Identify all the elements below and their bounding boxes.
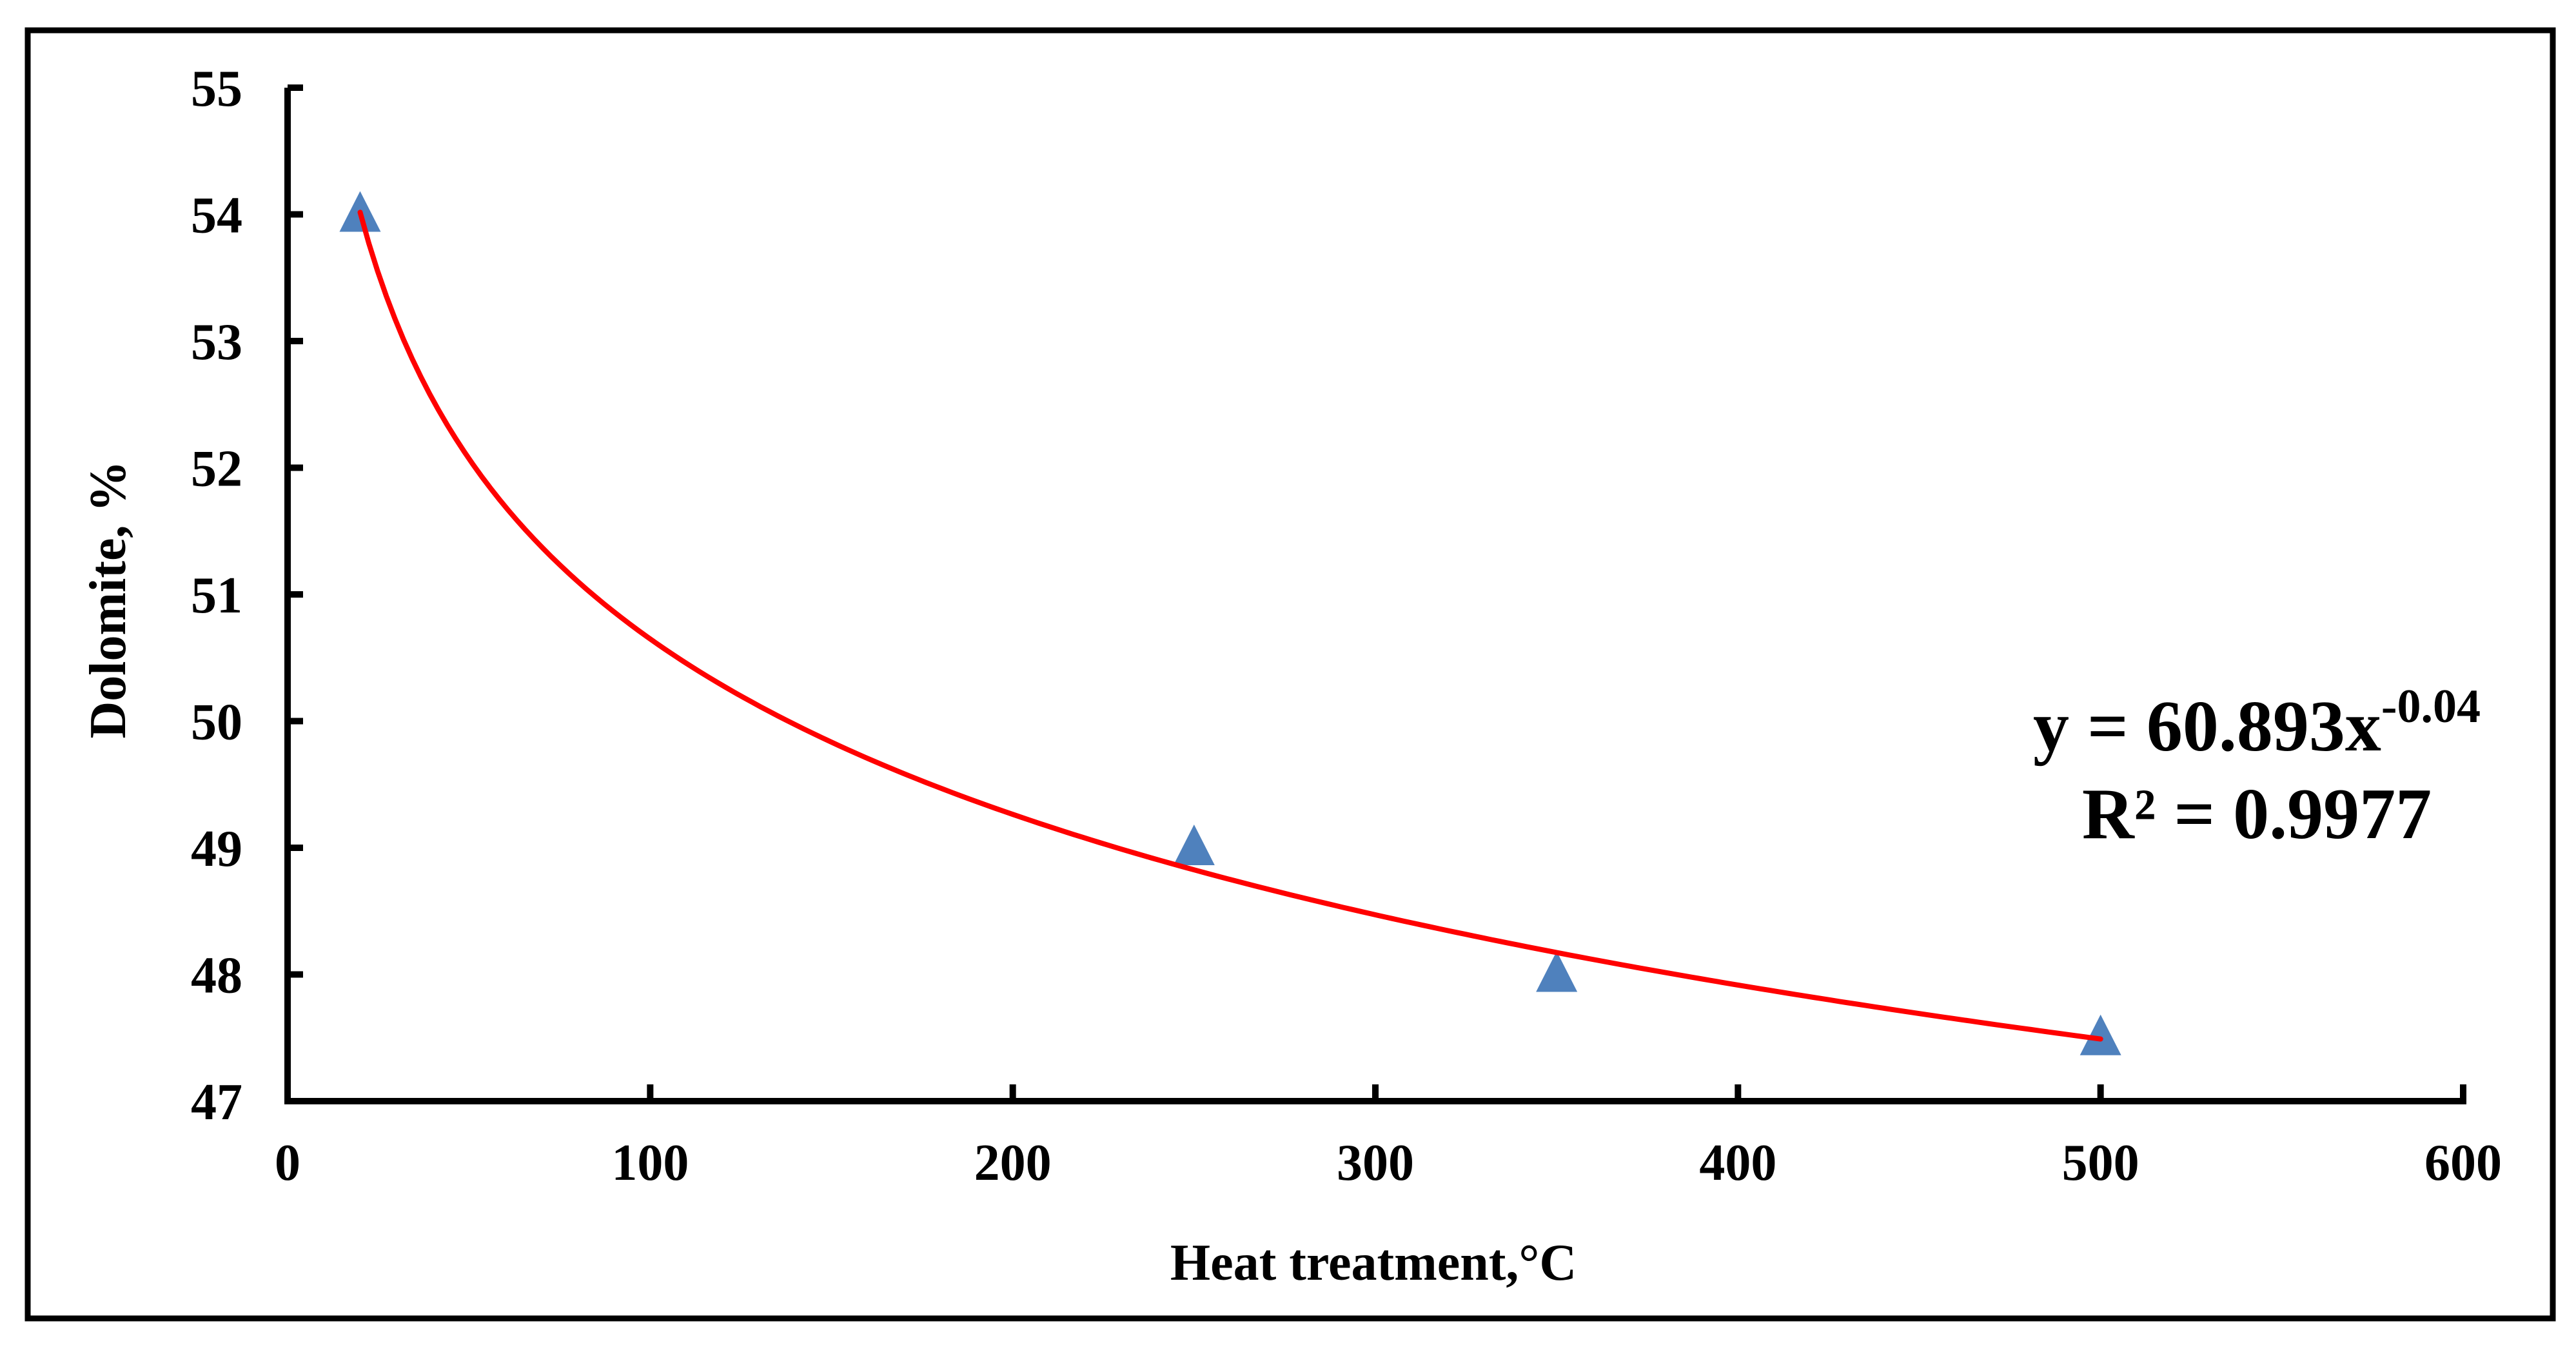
y-tick-label: 48 bbox=[191, 948, 242, 1004]
axes bbox=[284, 84, 2466, 1104]
tick-labels: 47 48 49 50 51 52 53 54 55 0 100 200 300 400 500 600 bbox=[191, 61, 2502, 1191]
y-tick-label: 49 bbox=[191, 821, 242, 877]
y-tick-label: 53 bbox=[191, 314, 242, 371]
y-tick-label: 51 bbox=[191, 567, 242, 624]
x-tick-label: 300 bbox=[1337, 1135, 1414, 1191]
equation-main: y = 60.893x bbox=[2033, 687, 2381, 767]
y-tick-label: 52 bbox=[191, 441, 242, 498]
y-tick-label: 54 bbox=[191, 188, 242, 244]
x-tick-label: 400 bbox=[1699, 1135, 1776, 1191]
data-point-triangle bbox=[1536, 951, 1578, 992]
y-axis-label: Dolomite, % bbox=[80, 460, 137, 738]
trendline bbox=[357, 210, 2103, 1042]
trendline-equation: y = 60.893x-0.04 bbox=[2033, 680, 2481, 767]
x-tick-label: 100 bbox=[611, 1135, 689, 1191]
x-tick-label: 200 bbox=[974, 1135, 1052, 1191]
equation-exponent: -0.04 bbox=[2381, 680, 2481, 733]
r-squared-label: R² = 0.9977 bbox=[2082, 774, 2432, 854]
x-tick-label: 0 bbox=[275, 1135, 300, 1191]
data-point-triangle bbox=[2079, 1014, 2121, 1055]
x-axis-label: Heat treatment,°C bbox=[1170, 1235, 1577, 1291]
y-tick-label: 55 bbox=[191, 61, 242, 117]
y-tick-label: 47 bbox=[191, 1074, 242, 1131]
x-tick-label: 600 bbox=[2424, 1135, 2502, 1191]
x-tick-label: 500 bbox=[2062, 1135, 2139, 1191]
chart-frame bbox=[25, 27, 2556, 1322]
data-point-triangle bbox=[1173, 825, 1215, 865]
y-tick-label: 50 bbox=[191, 694, 242, 751]
